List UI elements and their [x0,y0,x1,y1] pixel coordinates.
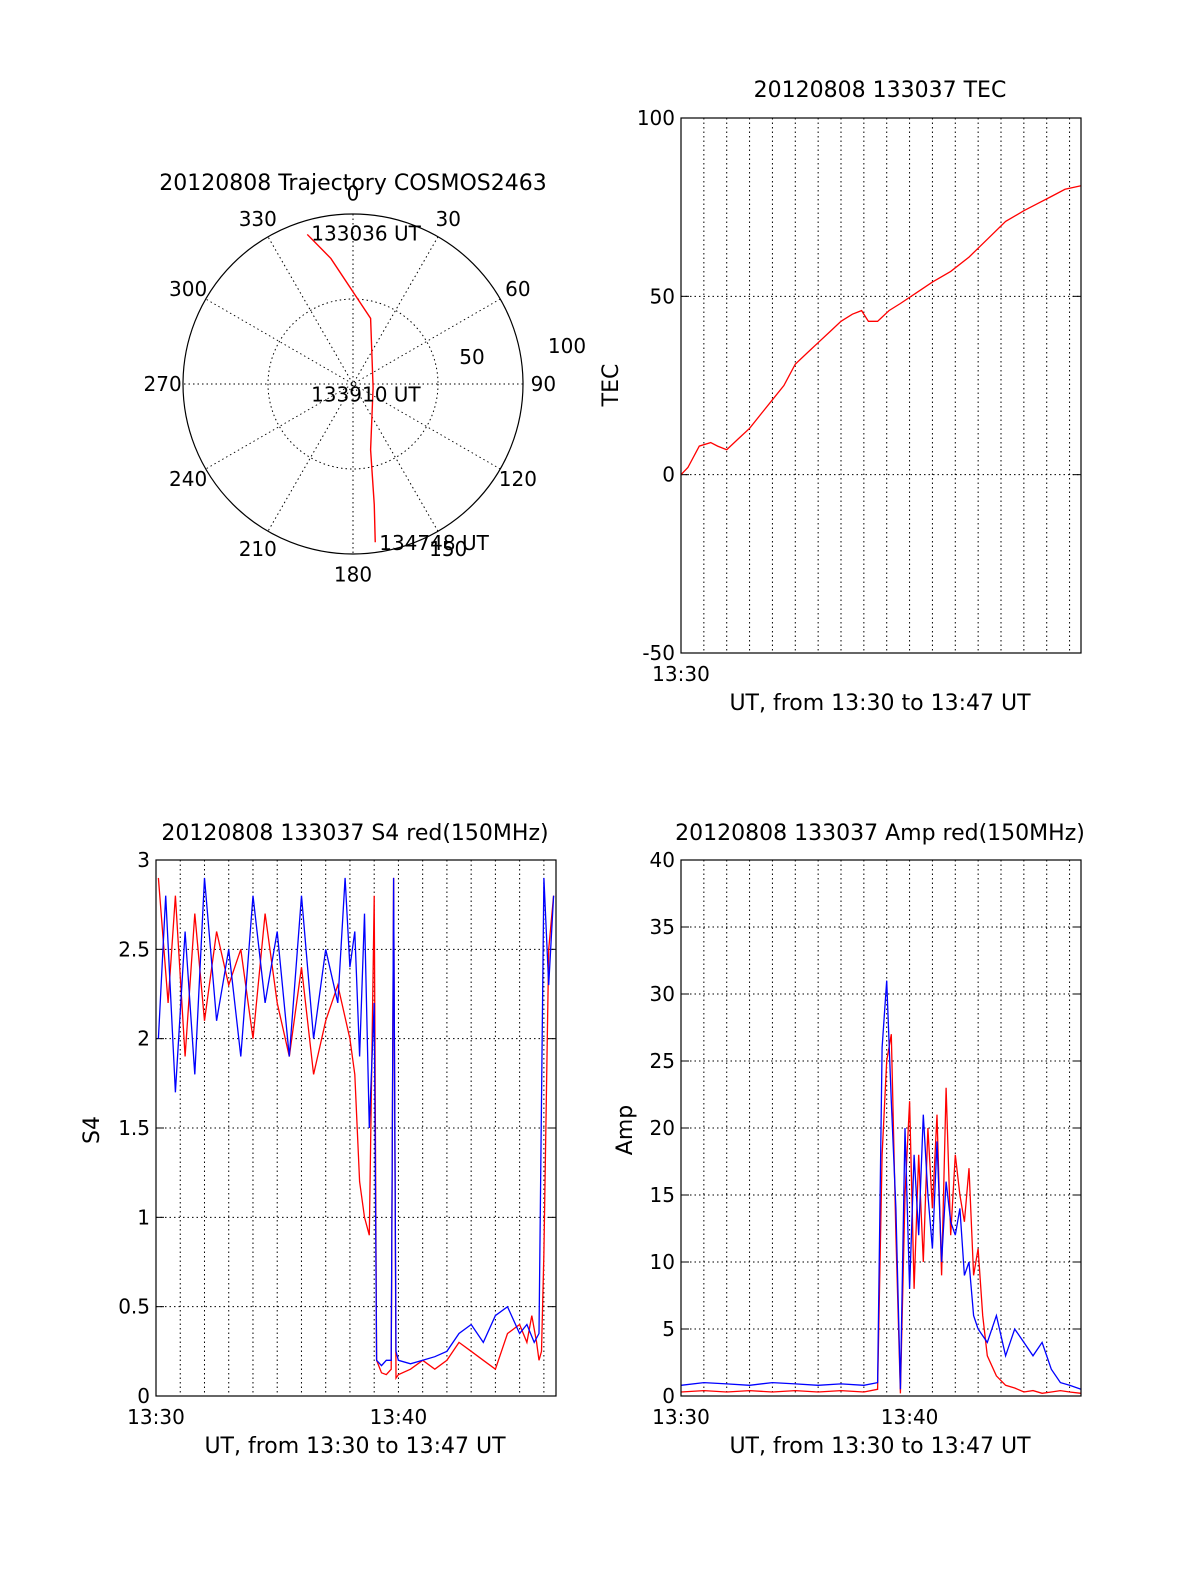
s4-ytick-label: 2 [137,1027,150,1051]
amp-ytick-label: 20 [650,1116,675,1140]
s4-series-0-line [157,877,555,1381]
trajectory-polar-chart: 20120808 Trajectory COSMOS2463 0 30 60 90 12… [144,171,587,586]
tec-chart-title: 20120808 133037 TEC [754,78,1007,103]
amp-x-axis-label: UT, from 13:30 to 13:47 UT [729,1434,1031,1459]
amp-series-1-line [680,980,1082,1390]
polar-azimuth-label: 210 [239,537,277,561]
amp-ytick-label: 35 [650,915,675,939]
tec-y-axis-label: TEC [599,364,624,408]
amp-y-axis-label: Amp [613,1105,638,1155]
tec-ytick-label: 100 [637,106,675,130]
tec-ytick-label: 50 [650,284,675,308]
polar-azimuth-label: 90 [531,372,556,396]
s4-ytick-label: 1.5 [118,1116,150,1140]
s4-ytick-label: 2.5 [118,937,150,961]
polar-trajectory-series [306,233,376,543]
tec-plot-area: -50 0 50 100 13:30 [637,106,1082,686]
s4-ytick-label: 1 [137,1205,150,1229]
polar-azimuth-label: 180 [334,562,372,586]
s4-xtick-label: 13:40 [370,1405,428,1429]
polar-azimuth-label: 0 [347,182,360,206]
amp-ytick-label: 10 [650,1250,675,1274]
polar-axis-labels: 0 30 60 90 120 150 180 210 240 270 300 330 50 100 [144,182,587,587]
s4-xtick-label: 13:30 [127,1405,185,1429]
amp-chart-title: 20120808 133037 Amp red(150MHz) [675,821,1085,846]
tec-ytick-label: -50 [642,641,675,665]
amp-chart: 20120808 133037 Amp red(150MHz) UT, from… [613,821,1085,1459]
s4-ytick-label: 0.5 [118,1295,150,1319]
polar-azimuth-label: 30 [435,207,460,231]
s4-plot-area: 0 0.5 1 1.5 2 2.5 3 13:30 13:40 [118,848,557,1429]
polar-azimuth-label: 120 [499,467,537,491]
tec-chart: 20120808 133037 TEC UT, from 13:30 to 13… [599,78,1082,716]
polar-azimuth-label: 270 [144,372,182,396]
s4-plot-frame [155,859,557,1397]
polar-time-annotation: 134748 UT [379,531,489,555]
polar-radial-label: 50 [459,345,484,369]
amp-xtick-label: 13:30 [652,1405,710,1429]
s4-y-axis-label: S4 [80,1116,105,1144]
polar-azimuth-label: 240 [169,467,207,491]
amp-ytick-label: 0 [662,1384,675,1408]
polar-azimuth-label: 150 [429,537,467,561]
polar-chart-title: 20120808 Trajectory COSMOS2463 [159,171,546,196]
polar-grid [182,213,524,555]
polar-annotations: 133036 UT 133910 UT 134748 UT [311,221,489,555]
s4-chart-title: 20120808 133037 S4 red(150MHz) [161,821,548,846]
s4-x-axis-label: UT, from 13:30 to 13:47 UT [204,1434,506,1459]
amp-plot-frame [680,859,1082,1397]
polar-grid-circle [267,298,439,470]
s4-chart: 20120808 133037 S4 red(150MHz) UT, from … [80,821,557,1459]
tec-xtick-label: 13:30 [652,662,710,686]
polar-azimuth-label: 330 [239,207,277,231]
amp-ytick-label: 5 [662,1317,675,1341]
polar-radial-label: 100 [548,334,586,358]
amp-plot-area: 0 5 10 15 20 25 30 35 40 13:30 13:40 [650,848,1082,1429]
polar-azimuth-label: 300 [169,277,207,301]
tec-x-axis-label: UT, from 13:30 to 13:47 UT [729,691,1031,716]
s4-series-1-line [157,877,555,1367]
s4-ytick-label: 3 [137,848,150,872]
s4-ytick-label: 0 [137,1384,150,1408]
tec-plot-frame [680,117,1082,654]
polar-azimuth-label: 60 [505,277,530,301]
tec-series-0-line [680,185,1082,476]
polar-trajectory-line [306,233,376,543]
amp-ytick-label: 15 [650,1183,675,1207]
amp-ytick-label: 40 [650,848,675,872]
amp-ytick-label: 25 [650,1049,675,1073]
tec-ytick-label: 0 [662,463,675,487]
polar-time-annotation: 133036 UT [311,221,421,245]
amp-ytick-label: 30 [650,982,675,1006]
amp-series-0-line [680,1034,1082,1394]
polar-time-annotation: 133910 UT [311,383,421,407]
amp-xtick-label: 13:40 [881,1405,939,1429]
